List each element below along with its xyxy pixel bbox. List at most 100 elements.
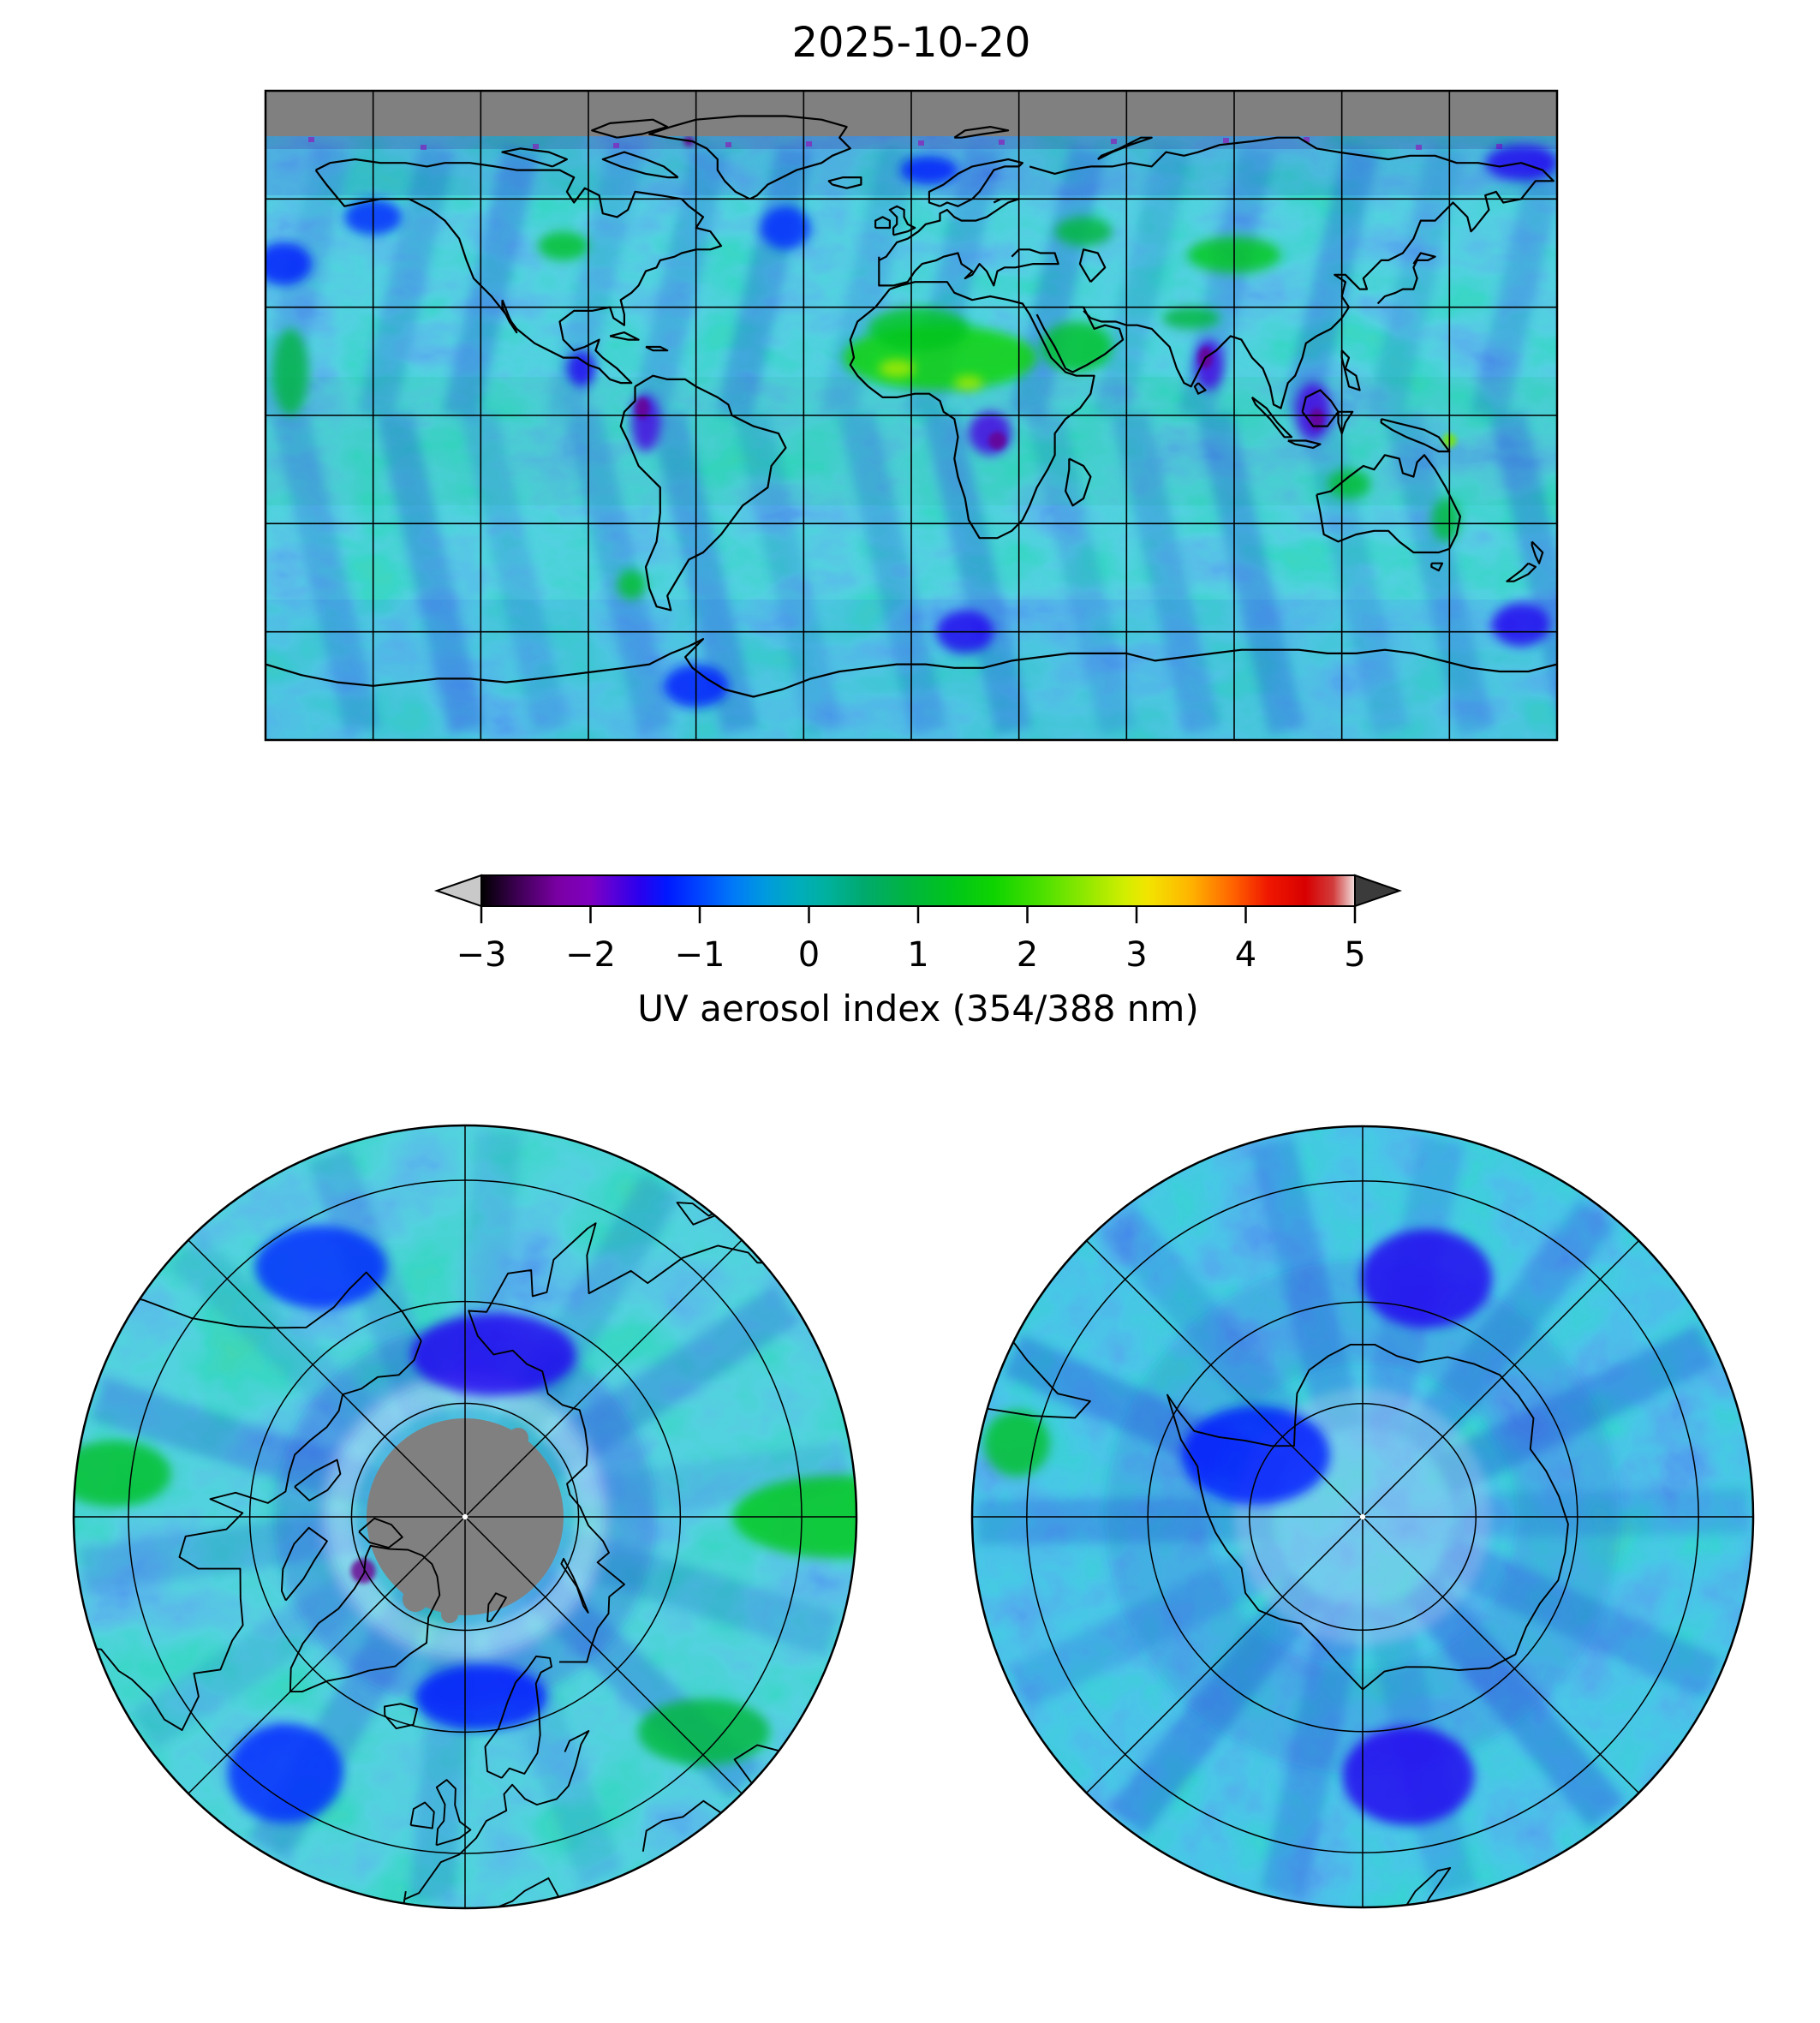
coastline-nz-south-island: [1403, 1866, 1452, 1907]
coastline-asia: [1029, 136, 1554, 409]
region-west-pacific-green: [272, 328, 309, 415]
north-pole-dot: [462, 1513, 468, 1520]
swath-streak-south: [1489, 411, 1557, 735]
region-s-chile-green: [983, 1410, 1050, 1477]
coastline-madagascar: [1065, 457, 1092, 507]
region-us-plains-green: [538, 231, 589, 260]
south-pole-dot: [1359, 1513, 1366, 1520]
coastline-greenland: [289, 1544, 441, 1693]
north-polar-panel: [72, 1124, 858, 1910]
coastline-caspian-sea: [1078, 248, 1107, 283]
colorbar-tick-label: 1: [907, 935, 928, 975]
south-polar-feature-blobs: [983, 1229, 1493, 1826]
coastline-tasmania: [1430, 562, 1444, 572]
coastline-java: [1287, 439, 1322, 449]
coastline-europe-mediterranean: [878, 248, 1059, 287]
retrieval-speck: [613, 143, 619, 148]
cap-fragment: [441, 1606, 458, 1623]
swath-streak-south: [376, 411, 485, 735]
coastline-ireland: [409, 1801, 435, 1829]
swath-streak-south: [1196, 411, 1305, 735]
colorbar-tick-label: 3: [1125, 935, 1147, 975]
region-n-atlantic-dark: [761, 206, 811, 250]
colorbar-tick-label: −2: [565, 935, 616, 975]
coastline-iceland: [827, 176, 862, 189]
region-antarctic-interior-dark: [1181, 1405, 1330, 1505]
swath-streak-north: [631, 145, 729, 421]
region-southern-ocean-dark-2: [1342, 1726, 1475, 1826]
cap-fragment: [508, 1428, 528, 1448]
coastline-great-britain: [888, 205, 916, 236]
coastline-antarctica: [1167, 1343, 1569, 1691]
coastline-nz-north-island: [1531, 540, 1544, 564]
coastline-sri-lanka: [1193, 382, 1207, 395]
south-polar-panel: [970, 1125, 1755, 1909]
colorbar-over-arrow: [1354, 874, 1403, 908]
region-central-america-dark: [566, 350, 596, 387]
region-arabia-dust: [1040, 321, 1113, 373]
swath-streak-south: [272, 411, 381, 735]
region-borneo-core: [1309, 408, 1324, 430]
swath-streak-south: [838, 411, 947, 735]
coastline-novaya-zemlya: [560, 1557, 589, 1614]
region-high-arctic-specks: [350, 1558, 376, 1584]
colorbar-tick-label: −3: [456, 935, 507, 975]
retrieval-speck: [308, 137, 314, 142]
south-polar-border: [970, 1125, 1755, 1909]
coastline-scandinavia: [928, 158, 1023, 207]
colorbar-tick-label: 5: [1344, 935, 1365, 975]
colorbar-tick-label: −1: [675, 935, 725, 975]
colorbar-tick-label: 0: [798, 935, 820, 975]
coastline-scandinavia: [484, 1655, 552, 1779]
swath-streak-south: [1112, 411, 1220, 735]
region-sahel-hotspot-central: [954, 375, 983, 391]
coastline-borneo: [1301, 389, 1340, 427]
retrieval-speck: [1496, 144, 1502, 149]
region-north-africa-green: [868, 307, 970, 351]
coastline-great-britain: [435, 1779, 472, 1847]
retrieval-speck: [1223, 138, 1229, 143]
retrieval-speck: [725, 142, 731, 147]
coastline-victoria-island: [501, 147, 568, 168]
coastline-greenland: [648, 115, 851, 200]
region-north-india-haze: [1162, 307, 1220, 329]
region-norway-sea-dark: [415, 1664, 547, 1731]
coastline-north-america: [75, 1271, 422, 1731]
region-southern-ocean-dark-2: [1492, 602, 1550, 647]
swath-streak-south: [923, 411, 1032, 735]
swath-streak-north: [1093, 145, 1190, 421]
region-gulf-alaska-dark: [254, 1226, 387, 1309]
coastline-ireland: [874, 216, 891, 230]
colorbar-under-arrow: [433, 874, 482, 908]
colorbar-axis-label: UV aerosol index (354/388 nm): [637, 988, 1198, 1029]
swath-streak-south: [461, 411, 570, 735]
coastline-baffin-island: [601, 151, 679, 179]
coastline-europe-atlantic: [403, 1730, 590, 1901]
coastline-baja-california: [501, 299, 518, 334]
coastline-philippines: [1340, 349, 1361, 391]
coastline-ellesmere-island: [358, 1517, 403, 1549]
coastline-new-guinea: [1380, 418, 1451, 453]
north-polar-feature-blobs: [75, 1226, 856, 1823]
coastline-africa: [849, 281, 1095, 540]
region-sahel-hotspot-west: [879, 359, 916, 378]
colorbar-ticks: [480, 906, 1357, 923]
colorbar-tick-labels: −3 −2 −1 0 1 2 3 4 5: [456, 935, 1366, 975]
region-s-chile-green: [617, 570, 647, 600]
coastline-japan: [1376, 252, 1436, 305]
coastline-asia: [468, 1222, 856, 1854]
region-central-africa-core: [988, 431, 1007, 451]
plot-title: 2025-10-20: [792, 19, 1031, 67]
coastline-baffin-island: [280, 1526, 328, 1602]
coastline-sumatra: [1250, 397, 1293, 439]
retrieval-speck: [1416, 145, 1422, 150]
retrieval-speck: [999, 140, 1005, 145]
retrieval-speck: [533, 144, 539, 149]
swath-streak-north: [1471, 145, 1557, 421]
coastline-sulawesi: [1337, 410, 1354, 435]
retrieval-speck: [1111, 139, 1117, 144]
colorbar: −3 −2 −1 0 1 2 3 4 5 UV aerosol index (354/388 n…: [433, 874, 1403, 1029]
map-graticule: [266, 91, 1557, 740]
colorbar-gradient-bar: [480, 874, 1356, 907]
